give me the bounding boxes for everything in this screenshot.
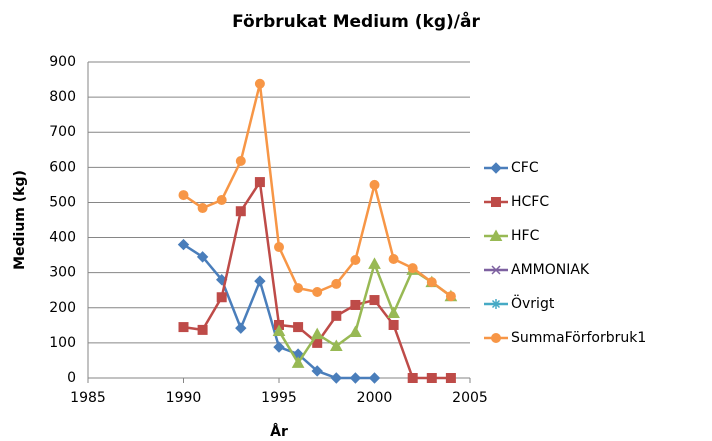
x-tick-label: 1990 (166, 390, 202, 406)
x-axis-label: År (270, 423, 288, 440)
data-point (426, 373, 437, 383)
data-point (178, 322, 189, 333)
data-point (349, 372, 362, 384)
y-tick-label: 800 (49, 89, 76, 105)
data-point (291, 356, 305, 368)
data-point (407, 263, 418, 274)
data-point (311, 365, 323, 377)
data-point (350, 255, 361, 266)
data-point (254, 78, 265, 89)
data-point (407, 373, 418, 383)
data-point (235, 156, 246, 167)
data-point (273, 341, 285, 353)
data-point (274, 242, 284, 253)
y-tick-label: 100 (49, 335, 76, 351)
data-point (177, 238, 190, 251)
data-point (330, 372, 343, 384)
data-point (254, 275, 266, 287)
y-tick-label: 700 (49, 124, 76, 140)
data-point (235, 322, 247, 334)
data-point (312, 286, 323, 297)
x-tick-label: 1995 (261, 390, 297, 406)
data-point (235, 206, 246, 217)
data-point (369, 295, 380, 306)
y-axis-label: Medium (kg) (12, 170, 28, 270)
data-point (216, 292, 227, 303)
data-point (310, 327, 324, 340)
data-point (387, 306, 400, 319)
y-tick-label: 300 (49, 265, 76, 281)
y-tick-label: 400 (49, 230, 76, 246)
data-point (293, 283, 304, 294)
data-point (368, 257, 381, 269)
data-point (369, 179, 380, 190)
data-point (331, 278, 342, 289)
data-point (445, 291, 456, 302)
data-point (349, 325, 362, 338)
legend-marker (491, 265, 501, 275)
data-point (197, 324, 208, 335)
data-point (196, 251, 209, 263)
data-point (388, 253, 399, 264)
y-tick-label: 500 (49, 194, 76, 210)
data-point (178, 190, 189, 201)
chart-title: Förbrukat Medium (kg)/år (232, 10, 480, 32)
y-tick-label: 600 (49, 159, 76, 175)
data-point (197, 203, 208, 214)
data-point (254, 177, 265, 188)
legend-label: HCFC (511, 194, 549, 210)
legend-label: SummaFörforbruk1 (511, 330, 646, 346)
data-point (350, 299, 361, 310)
x-tick-label: 2005 (452, 390, 488, 406)
legend-label: HFC (511, 228, 540, 244)
data-point (331, 310, 342, 321)
data-point (329, 339, 343, 352)
data-point (293, 322, 304, 333)
legend-label: AMMONIAK (511, 262, 590, 278)
legend-label: Övrigt (511, 294, 555, 312)
data-point (216, 194, 227, 205)
legend-marker (491, 299, 501, 309)
legend-marker (491, 333, 501, 343)
data-point (272, 324, 286, 336)
x-tick-label: 1985 (70, 390, 106, 406)
legend-marker (491, 197, 501, 207)
y-tick-label: 200 (49, 300, 76, 316)
y-tick-label: 900 (49, 54, 76, 70)
legend-marker (490, 162, 502, 174)
data-point (368, 372, 381, 384)
x-tick-label: 2000 (357, 390, 393, 406)
legend-marker (489, 229, 503, 241)
data-point (445, 373, 456, 383)
y-tick-label: 0 (67, 370, 76, 386)
legend-label: CFC (511, 160, 539, 176)
data-point (426, 277, 437, 288)
data-point (388, 319, 399, 330)
